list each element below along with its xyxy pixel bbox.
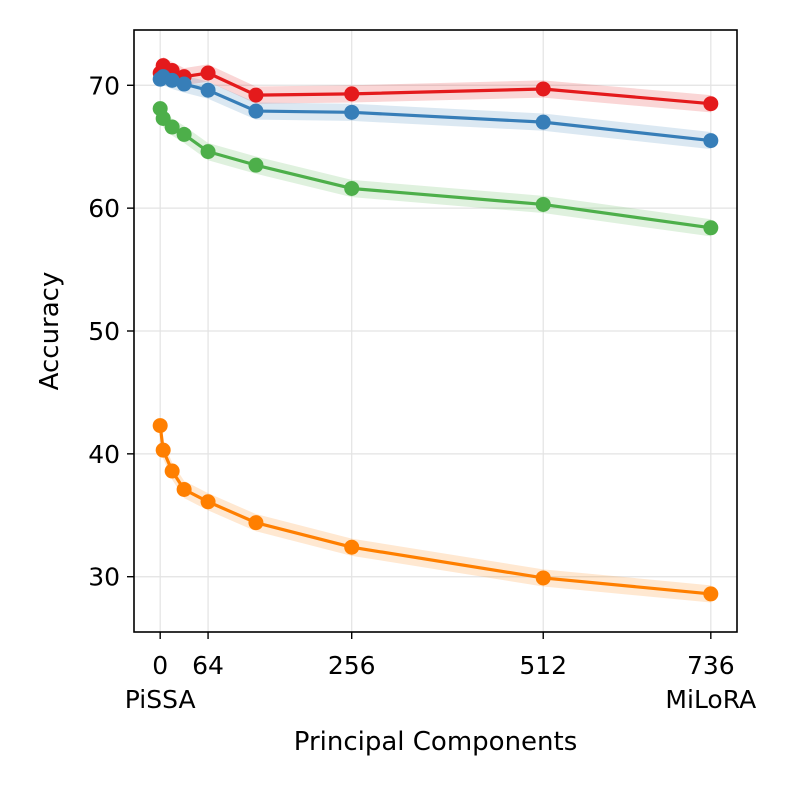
x-tick-sublabel: MiLoRA — [665, 685, 756, 714]
band-layer — [160, 57, 711, 603]
point-blue — [703, 133, 719, 149]
point-blue — [164, 72, 180, 88]
x-axis-label: Principal Components — [294, 727, 578, 757]
y-tick-label: 70 — [88, 71, 120, 100]
point-blue — [248, 103, 264, 119]
point-green — [535, 196, 551, 212]
y-tick-label: 40 — [88, 440, 120, 469]
point-blue — [176, 76, 192, 92]
x-tick-label: 256 — [328, 651, 376, 680]
x-tick-label: 736 — [687, 651, 735, 680]
x-tick-label: 64 — [192, 651, 224, 680]
band-orange — [160, 417, 711, 603]
point-orange — [535, 570, 551, 586]
point-blue — [535, 114, 551, 130]
point-green — [344, 180, 360, 196]
point-red — [200, 65, 216, 81]
point-layer — [152, 58, 719, 602]
band-blue — [160, 68, 711, 150]
x-tick-sublabel: PiSSA — [125, 685, 196, 714]
band-green — [160, 100, 711, 237]
y-tick-label: 60 — [88, 194, 120, 223]
point-orange — [248, 515, 264, 531]
point-orange — [176, 481, 192, 497]
point-red — [535, 81, 551, 97]
point-red — [248, 87, 264, 103]
point-green — [703, 220, 719, 236]
point-red — [703, 96, 719, 112]
point-blue — [200, 82, 216, 98]
point-green — [176, 126, 192, 142]
point-orange — [200, 494, 216, 510]
tick-layer: 0 64 256 512 736 PiSSA MiLoRA 30 40 50 60 70 — [88, 71, 756, 714]
point-orange — [155, 442, 171, 458]
point-green — [248, 157, 264, 173]
point-green — [164, 119, 180, 135]
point-orange — [703, 586, 719, 602]
point-red — [344, 86, 360, 102]
y-axis-label: Accuracy — [35, 272, 65, 391]
point-orange — [164, 463, 180, 479]
point-orange — [152, 418, 168, 434]
point-green — [200, 144, 216, 160]
x-tick-label: 0 — [152, 651, 168, 680]
point-blue — [344, 104, 360, 120]
band-red — [160, 57, 711, 113]
point-orange — [344, 539, 360, 555]
y-tick-label: 50 — [88, 317, 120, 346]
y-tick-label: 30 — [88, 563, 120, 592]
grid-layer — [134, 30, 737, 632]
x-tick-label: 512 — [519, 651, 567, 680]
